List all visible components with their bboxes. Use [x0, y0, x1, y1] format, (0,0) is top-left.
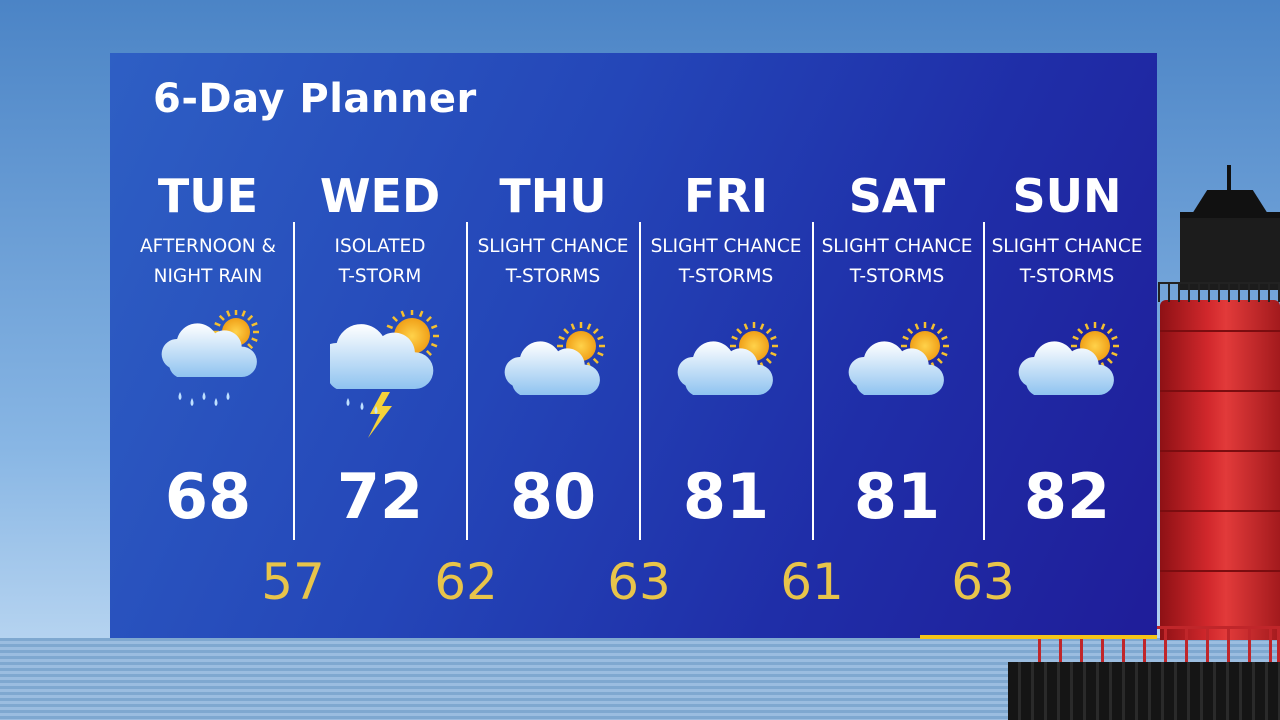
condition-line-2: T-STORMS: [678, 266, 774, 287]
low-temp: 63: [607, 553, 671, 611]
condition-text: SLIGHT CHANCE T-STORMS: [640, 232, 812, 296]
day-column-wed: WED ISOLATED T-STORM 72: [294, 168, 466, 532]
accent-bar: [920, 635, 1157, 639]
column-divider: [293, 222, 295, 540]
low-temp: 62: [434, 553, 498, 611]
day-label: FRI: [684, 169, 768, 223]
day-label: SUN: [1012, 169, 1122, 223]
low-temp: 57: [261, 553, 325, 611]
partly-sunny-icon: [811, 310, 983, 450]
condition-text: ISOLATED T-STORM: [294, 232, 466, 296]
condition-line-2: NIGHT RAIN: [153, 266, 263, 287]
page-title: 6-Day Planner: [153, 76, 477, 122]
day-label: TUE: [157, 169, 259, 223]
high-temp: 80: [509, 460, 597, 533]
partly-sunny-icon: [467, 310, 639, 450]
forecast-panel: [110, 53, 1157, 638]
column-divider: [983, 222, 985, 540]
day-column-fri: FRI SLIGHT CHANCE T-STORMS 81: [640, 168, 812, 532]
condition-line-1: ISOLATED: [334, 236, 426, 257]
rain-partly-sunny-icon: [122, 310, 294, 450]
high-temp: 68: [164, 460, 252, 533]
condition-text: SLIGHT CHANCE T-STORMS: [981, 232, 1153, 296]
column-divider: [466, 222, 468, 540]
partly-sunny-icon: [981, 310, 1153, 450]
day-column-thu: THU SLIGHT CHANCE T-STORMS 80: [467, 168, 639, 532]
day-column-tue: TUE AFTERNOON & NIGHT RAIN 68: [122, 168, 294, 532]
day-label: THU: [499, 169, 607, 223]
column-divider: [639, 222, 641, 540]
day-column-sun: SUN SLIGHT CHANCE T-STORMS 82: [981, 168, 1153, 532]
partly-sunny-icon: [640, 310, 812, 450]
lighthouse-gallery: [1158, 282, 1280, 302]
day-label: SAT: [848, 169, 946, 223]
condition-line-1: SLIGHT CHANCE: [821, 236, 973, 257]
condition-line-2: T-STORMS: [505, 266, 601, 287]
condition-line-2: T-STORMS: [849, 266, 945, 287]
condition-line-2: T-STORMS: [1019, 266, 1115, 287]
condition-line-1: AFTERNOON &: [140, 236, 276, 257]
lighthouse-tower: [1160, 300, 1280, 640]
low-temp: 61: [780, 553, 844, 611]
condition-text: SLIGHT CHANCE T-STORMS: [467, 232, 639, 296]
low-temp: 63: [951, 553, 1015, 611]
pier: [1008, 662, 1280, 720]
condition-line-1: SLIGHT CHANCE: [477, 236, 629, 257]
condition-line-1: SLIGHT CHANCE: [650, 236, 802, 257]
thunderstorm-partly-sunny-icon: [294, 310, 466, 450]
lighthouse-spire: [1227, 165, 1231, 193]
lighthouse-lantern: [1180, 212, 1280, 290]
high-temp: 81: [682, 460, 770, 533]
column-divider: [812, 222, 814, 540]
high-temp: 82: [1023, 460, 1111, 533]
condition-text: AFTERNOON & NIGHT RAIN: [122, 232, 294, 296]
day-label: WED: [319, 169, 441, 223]
high-temp: 81: [853, 460, 941, 533]
condition-text: SLIGHT CHANCE T-STORMS: [811, 232, 983, 296]
high-temp: 72: [336, 460, 424, 533]
condition-line-1: SLIGHT CHANCE: [991, 236, 1143, 257]
condition-line-2: T-STORM: [338, 266, 422, 287]
day-column-sat: SAT SLIGHT CHANCE T-STORMS 81: [811, 168, 983, 532]
